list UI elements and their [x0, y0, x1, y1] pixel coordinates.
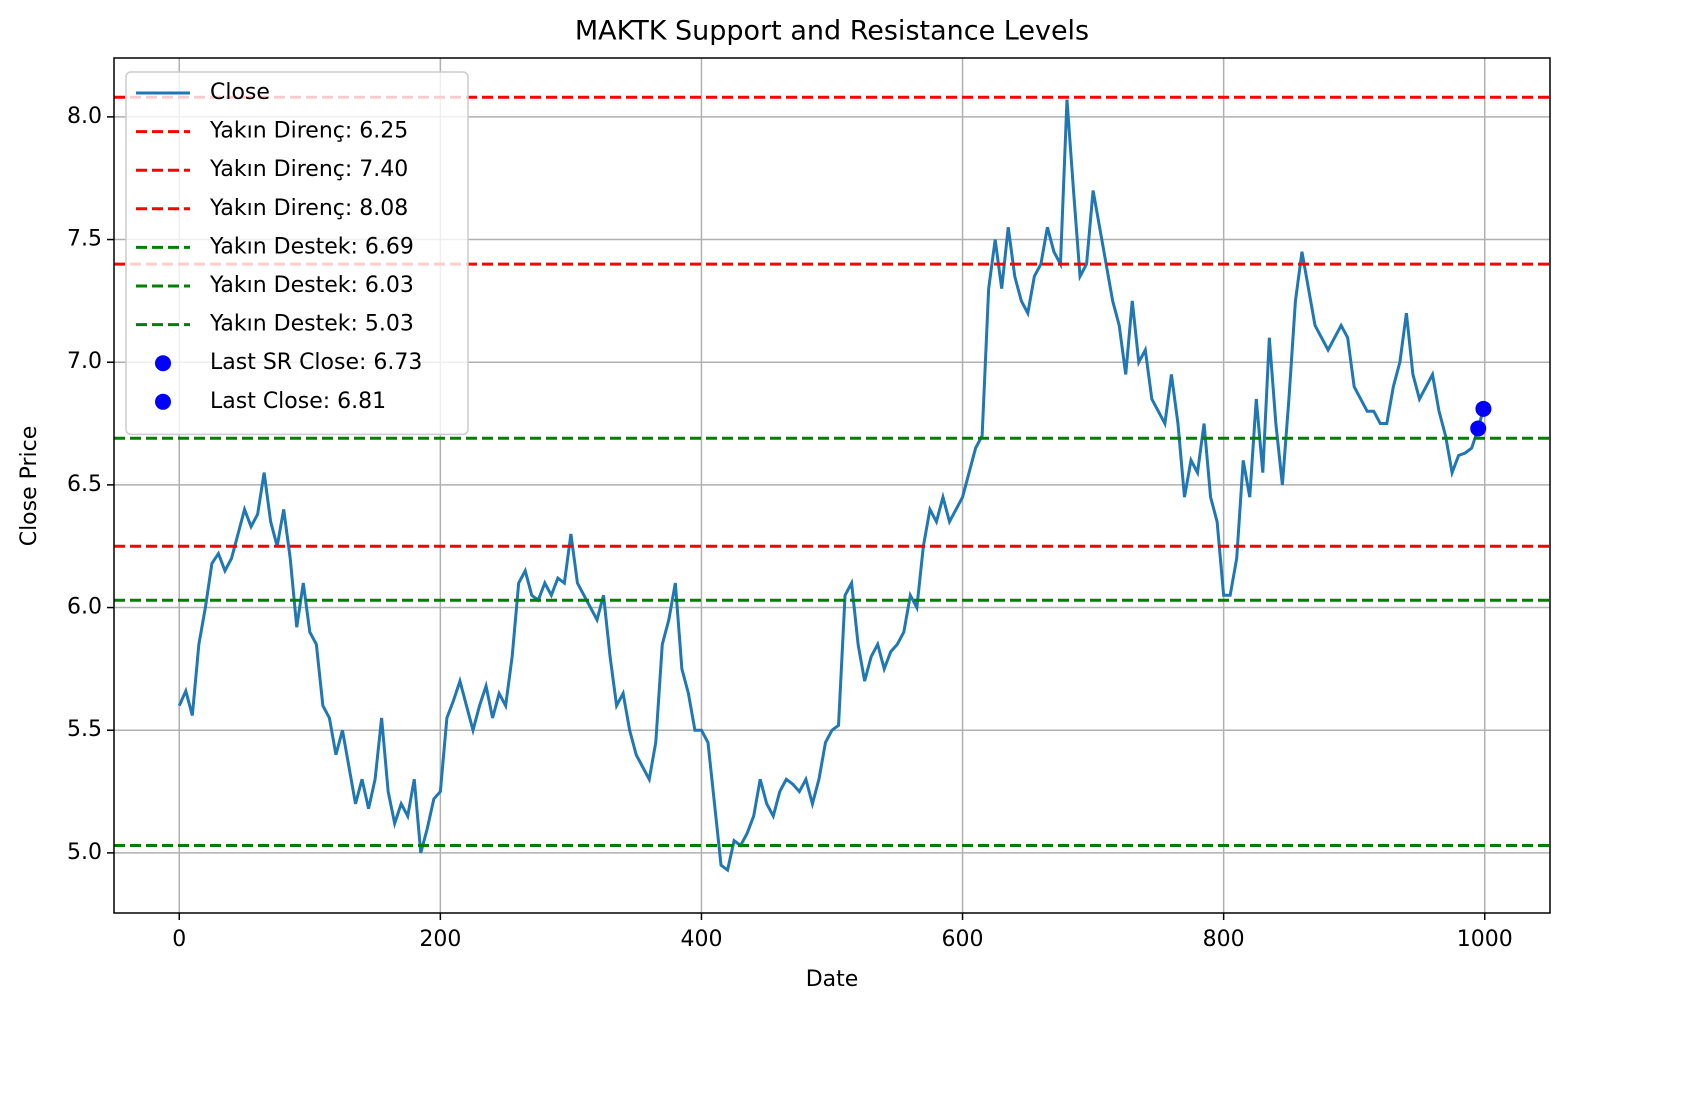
- x-tick-label: 200: [419, 927, 461, 952]
- x-tick-label: 800: [1203, 927, 1245, 952]
- y-tick-label: 7.0: [67, 349, 102, 374]
- x-tick-label: 1000: [1457, 927, 1513, 952]
- legend-swatch: [155, 355, 171, 372]
- y-tick-label: 6.5: [67, 472, 102, 497]
- legend-label: Yakın Destek: 6.03: [209, 273, 414, 298]
- x-axis-label: Date: [806, 967, 859, 992]
- legend-swatch: [155, 393, 171, 410]
- legend-label: Yakın Direnç: 6.25: [209, 119, 408, 144]
- y-tick-label: 7.5: [67, 227, 102, 252]
- y-tick-label: 5.5: [67, 717, 102, 742]
- legend-label: Last Close: 6.81: [210, 389, 386, 414]
- legend-label: Yakın Destek: 5.03: [209, 312, 414, 337]
- x-tick-label: 600: [942, 927, 984, 952]
- y-tick-label: 8.0: [67, 104, 102, 129]
- legend-label: Close: [210, 80, 270, 105]
- y-tick-label: 6.0: [67, 595, 102, 620]
- chart-title: MAKTK Support and Resistance Levels: [575, 16, 1089, 47]
- y-axis-label: Close Price: [17, 426, 42, 547]
- legend-label: Last SR Close: 6.73: [210, 350, 422, 375]
- x-tick-label: 400: [680, 927, 722, 952]
- plot-frame: [113, 57, 1551, 914]
- point: [1475, 400, 1492, 417]
- x-tick-label: 0: [172, 927, 186, 952]
- legend-label: Yakın Direnç: 7.40: [209, 157, 408, 182]
- legend-label: Yakın Destek: 6.69: [209, 234, 414, 259]
- legend-label: Yakın Direnç: 8.08: [209, 196, 408, 221]
- line-series: [177, 99, 1485, 873]
- legend-box: [125, 71, 469, 436]
- point: [1470, 420, 1487, 437]
- y-tick-label: 5.0: [67, 840, 102, 865]
